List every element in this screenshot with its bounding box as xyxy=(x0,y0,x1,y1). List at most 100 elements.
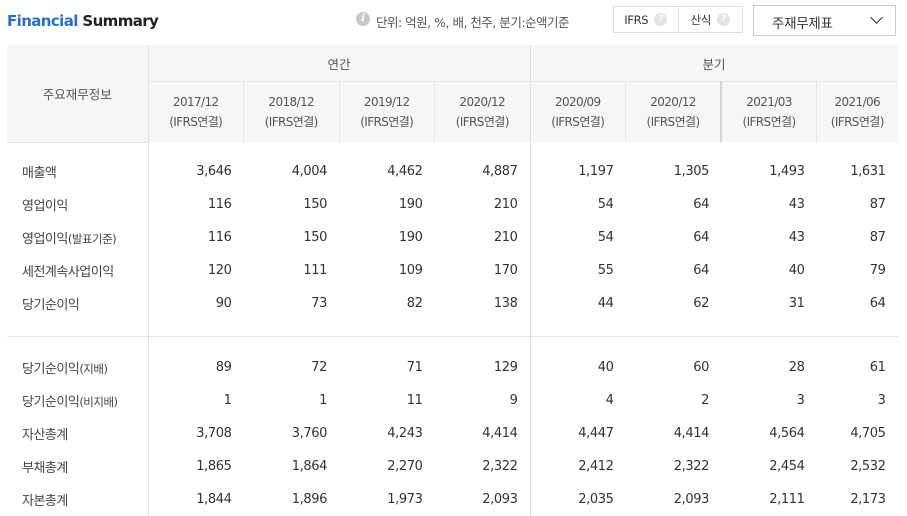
value-cell: 2 xyxy=(701,392,710,408)
value-cell: 2,270 xyxy=(387,458,423,474)
value-cell: 54 xyxy=(597,196,614,212)
formula-toggle-button[interactable]: 산식 ? xyxy=(677,7,743,32)
value-cell: 2,532 xyxy=(850,458,886,474)
title-part-financial: Financial xyxy=(7,12,78,30)
row-label[interactable]: 영업이익 xyxy=(7,187,149,221)
value-cell: 1,493 xyxy=(769,163,805,179)
value-cell: 54 xyxy=(597,229,614,245)
period-header[interactable]: 2020/12 (IFRS연결) xyxy=(434,81,531,142)
row-label[interactable]: 당기순이익(지배) xyxy=(7,350,149,384)
value-cell: 150 xyxy=(303,196,327,212)
period-header[interactable]: 2021/06 (IFRS연결) xyxy=(816,81,898,142)
value-cell: 40 xyxy=(788,262,805,278)
value-cell: 4,705 xyxy=(850,425,886,441)
value-cell: 1 xyxy=(319,392,327,408)
value-cell: 2,035 xyxy=(578,491,614,507)
statement-type-value: 주재무제표 xyxy=(772,16,833,32)
row-label[interactable]: 당기순이익 xyxy=(7,286,149,320)
value-cell: 79 xyxy=(869,262,886,278)
value-cell: 28 xyxy=(788,359,805,375)
item-column-header: 주요재무정보 xyxy=(7,45,149,143)
period-header[interactable]: 2020/09 (IFRS연결) xyxy=(530,81,627,142)
row-label[interactable]: 당기순이익(비지배) xyxy=(7,383,149,417)
value-cell: 89 xyxy=(215,359,232,375)
value-cell: 1,197 xyxy=(578,163,614,179)
row-label[interactable]: 매출액 xyxy=(7,154,149,188)
value-cell: 64 xyxy=(693,262,710,278)
value-cell: 62 xyxy=(693,295,710,311)
value-cell: 64 xyxy=(869,295,886,311)
row-label[interactable]: 자산총계 xyxy=(7,416,149,450)
formula-toggle-label: 산식 xyxy=(690,12,712,27)
value-cell: 64 xyxy=(693,196,710,212)
table-row: 영업이익 116 150 190 210 54 64 43 87 xyxy=(7,187,898,221)
value-cell: 1,844 xyxy=(196,491,232,507)
value-cell: 1,865 xyxy=(196,458,232,474)
value-cell: 9 xyxy=(434,383,531,417)
value-cell: 40 xyxy=(597,359,614,375)
value-cell: 55 xyxy=(597,262,614,278)
row-label[interactable]: 세전계속사업이익 xyxy=(7,253,149,287)
row-label[interactable]: 자본총계 xyxy=(7,482,149,516)
value-cell: 3,646 xyxy=(196,163,232,179)
value-cell: 1,631 xyxy=(850,163,886,179)
ifrs-toggle-label: IFRS xyxy=(624,12,649,27)
value-cell: 64 xyxy=(693,229,710,245)
value-cell: 4,564 xyxy=(769,425,805,441)
period-header[interactable]: 2021/03 (IFRS연결) xyxy=(721,81,818,142)
value-cell: 4,243 xyxy=(387,425,423,441)
value-cell: 11 xyxy=(406,392,423,408)
period-header[interactable]: 2020/12 (IFRS연결) xyxy=(625,81,723,142)
value-cell: 3 xyxy=(877,392,886,408)
value-cell: 71 xyxy=(406,359,423,375)
value-cell: 2,111 xyxy=(769,491,805,507)
row-label[interactable]: 영업이익(발표기준) xyxy=(7,220,149,254)
help-icon[interactable]: ? xyxy=(654,13,668,26)
table-row: 매출액 3,646 4,004 4,462 4,887 1,197 1,305 1,493 1,… xyxy=(7,154,898,188)
value-cell: 190 xyxy=(398,196,423,212)
table-row: 세전계속사업이익 120 111 109 170 55 64 40 79 xyxy=(7,253,898,287)
value-cell: 4,447 xyxy=(578,425,614,441)
value-cell: 2,454 xyxy=(769,458,805,474)
value-cell: 82 xyxy=(406,295,423,311)
value-cell: 1,896 xyxy=(291,491,328,507)
help-icon[interactable]: ? xyxy=(717,13,731,26)
table-row: 영업이익(발표기준) 116 150 190 210 54 64 43 87 xyxy=(7,220,898,254)
table-row: 당기순이익 90 73 82 138 44 62 31 64 xyxy=(7,286,898,320)
value-cell: 3 xyxy=(796,392,805,408)
value-cell: 2,173 xyxy=(850,491,886,507)
value-cell: 44 xyxy=(597,295,614,311)
value-cell: 2,093 xyxy=(673,491,710,507)
page-title: Financial Summary xyxy=(7,12,159,30)
info-icon[interactable]: i xyxy=(356,12,370,26)
ifrs-toggle-button[interactable]: IFRS ? xyxy=(614,7,678,32)
value-cell: 1,973 xyxy=(387,491,423,507)
row-label[interactable]: 부채총계 xyxy=(7,449,149,483)
value-cell: 4,414 xyxy=(673,425,710,441)
period-header[interactable]: 2018/12 (IFRS연결) xyxy=(243,81,340,142)
value-cell: 111 xyxy=(303,262,327,278)
period-header[interactable]: 2017/12 (IFRS연결) xyxy=(148,81,244,142)
statement-type-select[interactable]: 주재무제표 xyxy=(753,5,896,36)
value-cell: 4,414 xyxy=(434,416,531,450)
period-header[interactable]: 2019/12 (IFRS연결) xyxy=(339,81,435,142)
financial-summary-header: Financial Summary i 단위: 억원, %, 배, 천주, 분기… xyxy=(0,0,907,45)
value-cell: 116 xyxy=(207,229,232,245)
value-cell: 109 xyxy=(398,262,423,278)
value-cell: 210 xyxy=(434,187,531,221)
value-cell: 138 xyxy=(434,286,531,320)
value-cell: 2,322 xyxy=(434,449,531,483)
value-cell: 87 xyxy=(869,196,886,212)
value-cell: 90 xyxy=(215,295,232,311)
value-cell: 3,708 xyxy=(196,425,232,441)
table-row: 자산총계 3,708 3,760 4,243 4,414 4,447 4,414 4,564 4… xyxy=(7,416,898,450)
title-part-summary: Summary xyxy=(82,12,159,30)
financial-summary-table: 주요재무정보 연간 분기 2017/12 (IFRS연결) 2018/12 (IFR… xyxy=(7,45,898,516)
value-cell: 190 xyxy=(398,229,423,245)
chevron-down-icon xyxy=(870,11,883,24)
value-cell: 3,760 xyxy=(291,425,328,441)
value-cell: 2,093 xyxy=(434,482,531,516)
table-row: 자본총계 1,844 1,896 1,973 2,093 2,035 2,093 2,111 2… xyxy=(7,482,898,516)
value-cell: 2,322 xyxy=(673,458,710,474)
table-row: 부채총계 1,865 1,864 2,270 2,322 2,412 2,322 2,454 2… xyxy=(7,449,898,483)
